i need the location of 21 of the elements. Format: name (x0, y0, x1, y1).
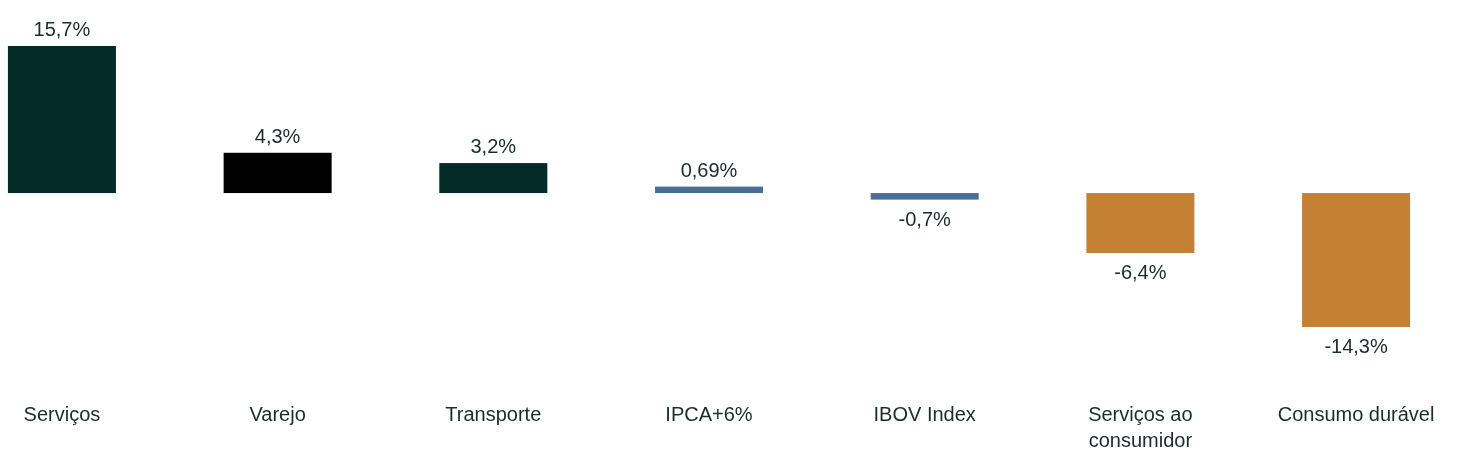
bar (1086, 193, 1195, 253)
x-tick-label: Serviços ao consumidor (1088, 403, 1193, 451)
bar (870, 193, 979, 200)
data-label: -14,3% (1324, 335, 1388, 357)
bar (7, 46, 116, 194)
data-label: -6,4% (1114, 261, 1167, 283)
data-label: 4,3% (254, 124, 301, 147)
x-tick-label: Varejo (249, 403, 306, 425)
data-label: 0,69% (680, 158, 738, 181)
x-tick-label: Transporte (445, 403, 542, 425)
x-tick-label: IPCA+6% (665, 403, 753, 425)
bar (223, 152, 332, 194)
data-label: -0,7% (898, 207, 952, 230)
bar (655, 186, 763, 194)
x-tick-label: Consumo durável (1277, 403, 1435, 425)
x-tick-label: Serviços (23, 403, 101, 425)
data-label: 15,7% (33, 18, 91, 40)
bar (439, 163, 548, 194)
x-tick-label: IBOV Index (873, 403, 976, 425)
bar (1302, 193, 1411, 327)
data-label: 3,2% (470, 135, 517, 158)
